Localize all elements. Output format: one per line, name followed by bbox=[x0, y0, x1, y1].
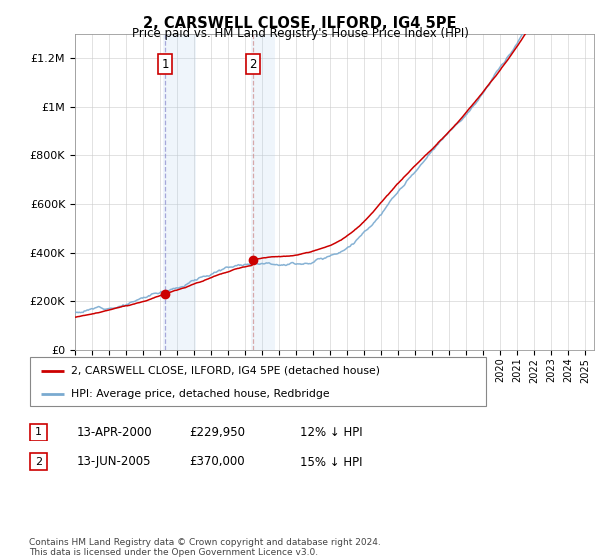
Text: £229,950: £229,950 bbox=[189, 426, 245, 439]
Text: 15% ↓ HPI: 15% ↓ HPI bbox=[300, 455, 362, 469]
Text: £370,000: £370,000 bbox=[189, 455, 245, 469]
Text: 2, CARSWELL CLOSE, ILFORD, IG4 5PE: 2, CARSWELL CLOSE, ILFORD, IG4 5PE bbox=[143, 16, 457, 31]
Text: 13-APR-2000: 13-APR-2000 bbox=[77, 426, 152, 439]
Text: 1: 1 bbox=[161, 58, 169, 71]
FancyBboxPatch shape bbox=[29, 453, 47, 470]
Text: Contains HM Land Registry data © Crown copyright and database right 2024.
This d: Contains HM Land Registry data © Crown c… bbox=[29, 538, 380, 557]
Text: 2: 2 bbox=[35, 457, 42, 466]
Bar bbox=[163, 34, 196, 350]
Text: Price paid vs. HM Land Registry's House Price Index (HPI): Price paid vs. HM Land Registry's House … bbox=[131, 27, 469, 40]
Text: HPI: Average price, detached house, Redbridge: HPI: Average price, detached house, Redb… bbox=[71, 389, 329, 399]
Bar bbox=[251, 34, 275, 350]
Text: 12% ↓ HPI: 12% ↓ HPI bbox=[300, 426, 362, 439]
Text: 1: 1 bbox=[35, 427, 42, 437]
FancyBboxPatch shape bbox=[29, 423, 47, 441]
FancyBboxPatch shape bbox=[30, 357, 486, 406]
Text: 2: 2 bbox=[249, 58, 257, 71]
Text: 13-JUN-2005: 13-JUN-2005 bbox=[77, 455, 151, 469]
Text: 2, CARSWELL CLOSE, ILFORD, IG4 5PE (detached house): 2, CARSWELL CLOSE, ILFORD, IG4 5PE (deta… bbox=[71, 366, 380, 376]
